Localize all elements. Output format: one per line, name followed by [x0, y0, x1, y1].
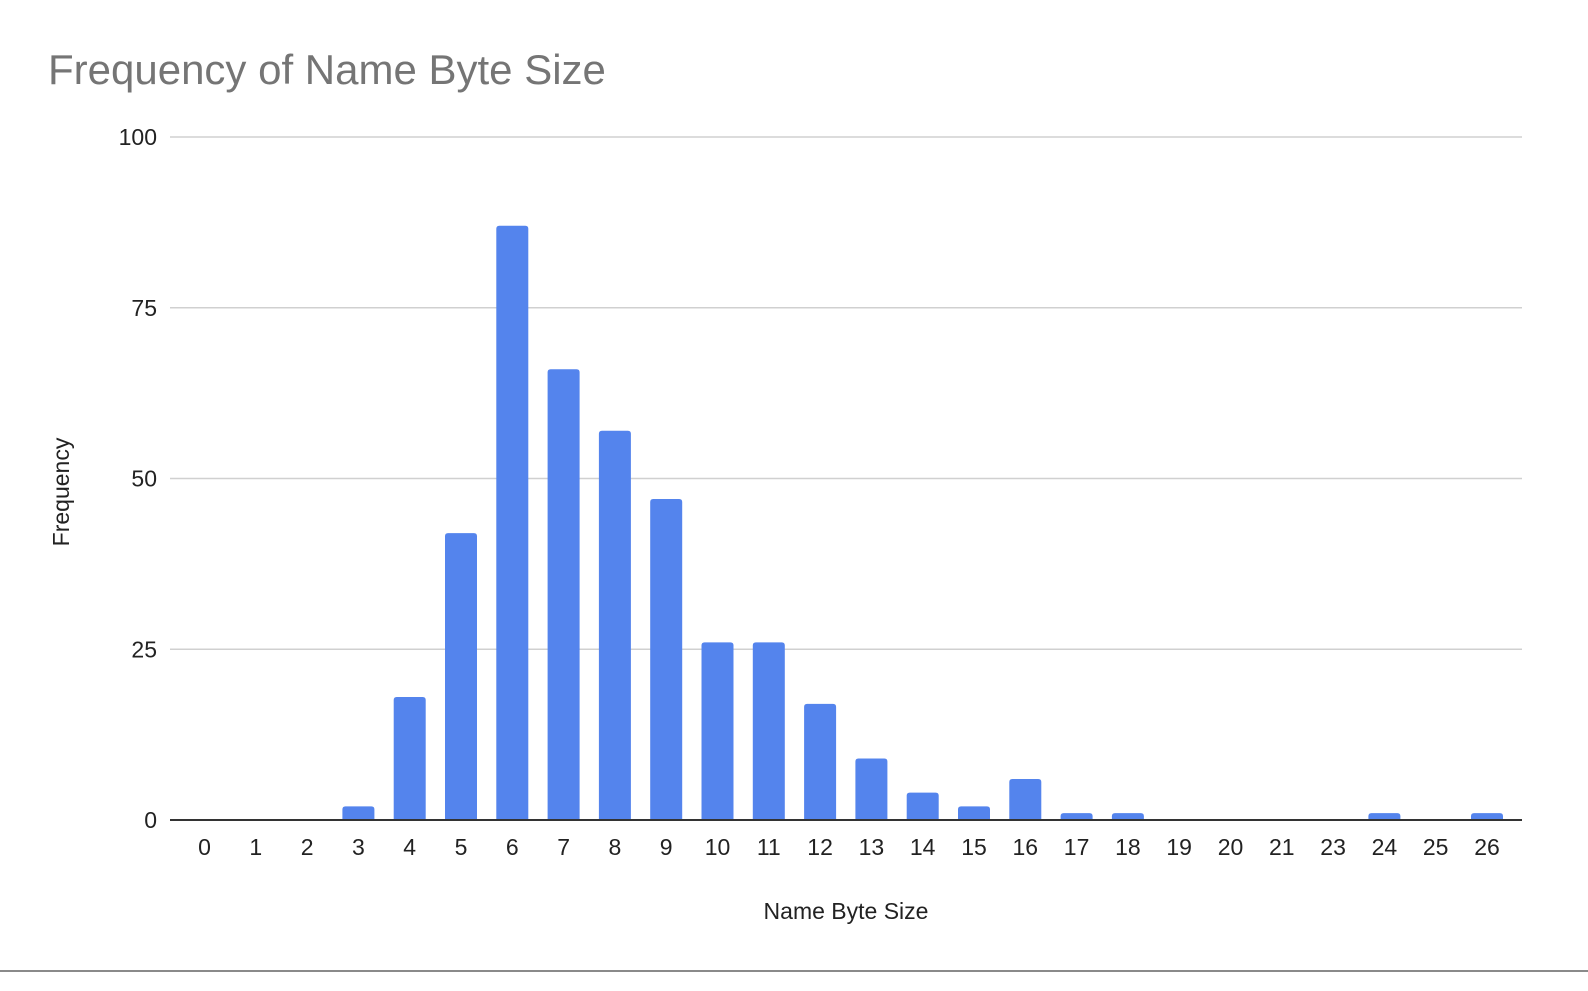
x-tick-label: 15	[961, 834, 987, 860]
y-axis-ticks: 0 25 50 75 100	[119, 124, 157, 833]
bar-8	[598, 430, 631, 820]
x-tick-label: 20	[1218, 834, 1244, 860]
bar-5	[445, 533, 477, 820]
bar-6	[496, 225, 529, 821]
x-tick-label: 4	[403, 834, 416, 860]
bar-11	[752, 642, 785, 820]
x-tick-label: 7	[557, 834, 570, 860]
x-tick-label: 21	[1269, 834, 1295, 860]
x-axis-ticks: 0 1 2 3 4 5 6 7 8 9 10 11 12 13 14 15 16 17 18 19 20 21 23 24 25…	[198, 834, 1500, 860]
x-tick-label: 23	[1320, 834, 1346, 860]
x-tick-label: 6	[506, 834, 519, 860]
bar-4	[393, 697, 426, 820]
y-tick-label: 100	[119, 124, 157, 150]
y-tick-label: 25	[131, 636, 157, 662]
y-tick-label: 75	[131, 295, 157, 321]
x-tick-label: 18	[1115, 834, 1141, 860]
x-tick-label: 25	[1423, 834, 1449, 860]
x-tick-label: 3	[352, 834, 365, 860]
x-tick-label: 16	[1013, 834, 1039, 860]
bar-13	[855, 758, 888, 820]
x-tick-label: 24	[1372, 834, 1398, 860]
x-tick-label: 10	[705, 834, 731, 860]
y-tick-label: 0	[144, 807, 157, 833]
y-axis-label: Frequency	[48, 437, 74, 546]
bar-7	[547, 369, 580, 820]
x-tick-label: 17	[1064, 834, 1090, 860]
bars	[342, 225, 1503, 821]
x-tick-label: 2	[301, 834, 314, 860]
bottom-border	[0, 970, 1588, 972]
x-tick-label: 12	[807, 834, 833, 860]
bar-24	[1368, 813, 1401, 820]
bar-12	[804, 703, 837, 820]
x-tick-label: 9	[660, 834, 673, 860]
bar-18	[1111, 813, 1144, 820]
x-tick-label: 26	[1474, 834, 1500, 860]
bar-14	[906, 792, 939, 820]
x-tick-label: 11	[757, 834, 781, 860]
x-tick-label: 0	[198, 834, 211, 860]
bar-16	[1009, 779, 1042, 820]
x-tick-label: 5	[455, 834, 468, 860]
x-tick-label: 14	[910, 834, 936, 860]
bar-26	[1471, 813, 1503, 820]
chart-title: Frequency of Name Byte Size	[48, 46, 606, 93]
y-tick-label: 50	[131, 466, 157, 492]
x-axis-label: Name Byte Size	[764, 898, 929, 924]
bar-15	[958, 806, 990, 820]
x-tick-label: 1	[249, 834, 262, 860]
x-tick-label: 19	[1166, 834, 1192, 860]
bar-3	[342, 806, 375, 820]
gridlines	[170, 136, 1522, 650]
bar-9	[650, 498, 683, 820]
x-tick-label: 13	[859, 834, 885, 860]
bar-10	[701, 642, 734, 820]
bar-17	[1060, 813, 1093, 820]
x-tick-label: 8	[609, 834, 622, 860]
